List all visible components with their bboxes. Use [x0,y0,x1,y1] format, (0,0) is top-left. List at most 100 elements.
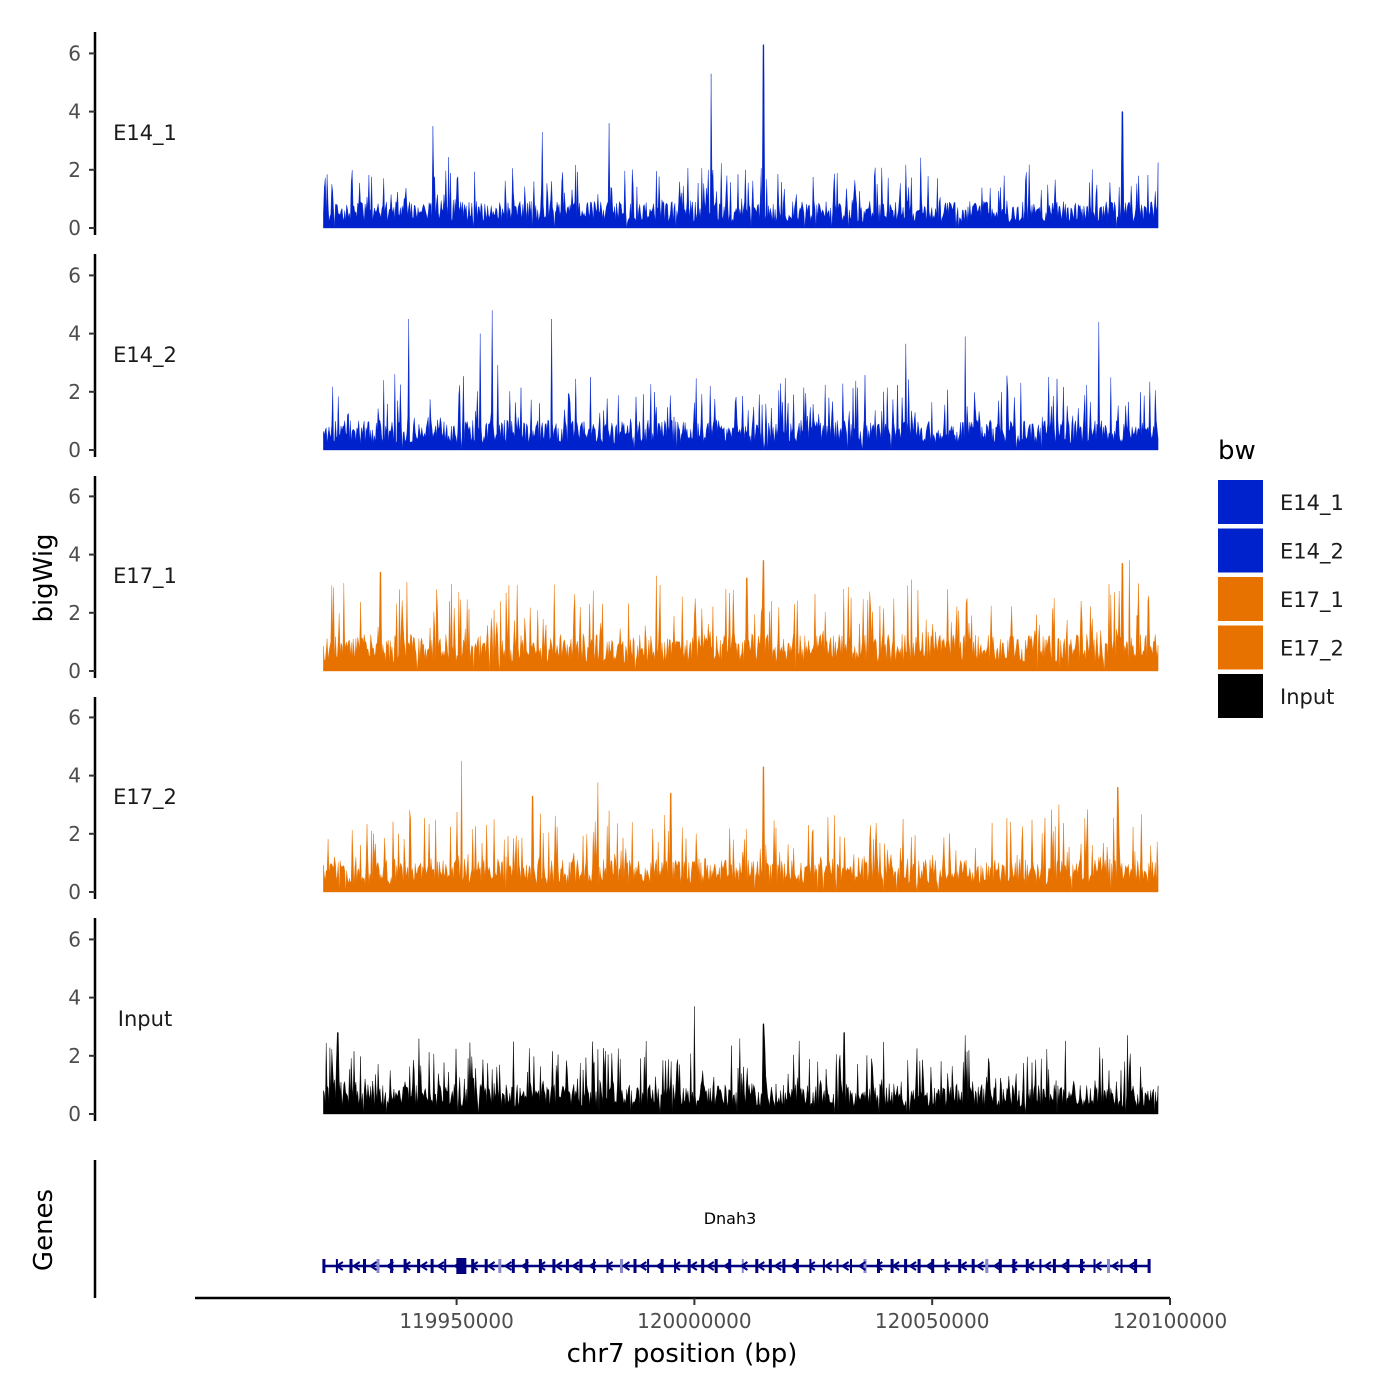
gene-exon [985,1259,989,1273]
y-tick-label: 6 [68,927,81,951]
gene-exon [768,1259,772,1273]
legend-swatch-e17-2 [1218,625,1263,670]
x-axis: 119950000 120000000 120050000 120100000 [195,1296,1227,1333]
legend-swatch-e14-2 [1218,528,1263,573]
gene-exon [444,1259,447,1273]
strand-arrow [638,1261,647,1271]
y-tick-label: 4 [68,986,81,1010]
gene-exon [863,1259,867,1273]
track-label: E14_2 [113,343,177,368]
y-tick-label: 0 [68,659,81,683]
gene-exon [620,1259,623,1273]
strand-arrow [335,1261,344,1271]
legend-label-e14-2: E14_2 [1280,540,1344,565]
gene-exon [998,1259,1002,1273]
gene-exon [349,1259,353,1273]
gene-exon [430,1259,434,1273]
gene-exon [511,1259,515,1273]
x-tick-label: 119950000 [399,1309,514,1333]
track-label: E14_1 [113,121,177,146]
gene-exon [1120,1259,1123,1273]
gene-exon [877,1259,880,1273]
strand-arrow [773,1261,782,1271]
strand-arrow [604,1261,614,1271]
x-tick-label: 120050000 [875,1309,990,1333]
track-e14-2: 0 2 4 6 E14_2 [68,254,1159,462]
y-tick-label: 6 [68,705,81,729]
y-tick-label: 0 [68,438,81,462]
y-tick-label: 4 [68,543,81,567]
strand-arrow [672,1261,681,1271]
strand-arrow [807,1261,816,1271]
legend-swatch-e14-1 [1218,480,1263,524]
gene-exon [795,1259,799,1273]
track-label: Input [118,1007,172,1031]
strand-arrow [958,1261,968,1271]
gene-exon [1039,1259,1042,1273]
gene-exon [552,1259,556,1273]
gene-exon [390,1259,394,1273]
legend-label-input: Input [1280,685,1334,709]
y-tick-label: 0 [68,1102,81,1126]
track-e17-1: 0 2 4 6 E17_1 [68,476,1159,683]
gene-exon [1134,1259,1138,1273]
y-tick-label: 2 [68,1044,81,1068]
strand-arrow [368,1261,378,1271]
strand-arrow [1043,1261,1052,1271]
gene-exon [1080,1259,1083,1273]
strand-arrow [469,1261,479,1271]
x-axis-title: chr7 position (bp) [567,1339,798,1369]
y-tick-label: 4 [68,322,81,346]
strand-arrow [503,1261,512,1271]
strand-arrow [790,1261,799,1271]
gene-exon [1066,1259,1070,1273]
strand-arrow [1009,1261,1018,1271]
strand-arrow [554,1261,563,1271]
strand-arrow [992,1261,1001,1271]
strand-arrow [419,1261,428,1271]
strand-arrow [571,1261,580,1271]
gene-exon [647,1259,650,1273]
track-label: E17_1 [113,564,177,589]
signal-area-e17-1 [323,560,1159,672]
x-tick-label: 120000000 [637,1309,752,1333]
strand-arrow [1127,1261,1136,1271]
strand-arrow [689,1261,698,1271]
y-tick-label: 0 [68,880,81,904]
gene-panel: Dnah3 [93,1160,1151,1298]
strand-arrow [823,1261,833,1271]
gene-exon [917,1259,921,1273]
strand-arrow [520,1261,529,1271]
strand-arrow [1076,1261,1086,1271]
gene-exon [363,1259,366,1273]
strand-arrow [756,1261,765,1271]
strand-arrow [840,1261,850,1271]
gene-exon [660,1259,664,1273]
y-tick-label: 2 [68,380,81,404]
strand-arrow [857,1261,866,1271]
strand-arrow [351,1261,361,1271]
track-e14-1: 0 2 4 6 E14_1 [68,32,1159,240]
gene-exon [1107,1259,1110,1273]
y-tick-label: 6 [68,41,81,65]
strand-arrow [453,1261,462,1271]
gene-exon [822,1259,825,1273]
signal-area-e17-2 [323,760,1159,893]
gene-exon [1147,1259,1151,1273]
strand-arrow [908,1261,917,1271]
strand-arrow [739,1261,748,1271]
strand-arrow [1026,1261,1035,1271]
strand-arrow [925,1261,934,1271]
legend-label-e17-2: E17_2 [1280,637,1344,662]
gene-exon [376,1259,380,1273]
gene-exon [525,1259,529,1273]
y-tick-label: 4 [68,100,81,124]
gene-exon [971,1259,975,1273]
gene-exon [714,1259,718,1273]
track-e17-2: 0 2 4 6 E17_2 [68,697,1159,904]
signal-area-input [323,1006,1159,1115]
gene-exon [593,1259,595,1273]
gene-exon-large [456,1258,467,1274]
gene-exon [565,1259,569,1273]
